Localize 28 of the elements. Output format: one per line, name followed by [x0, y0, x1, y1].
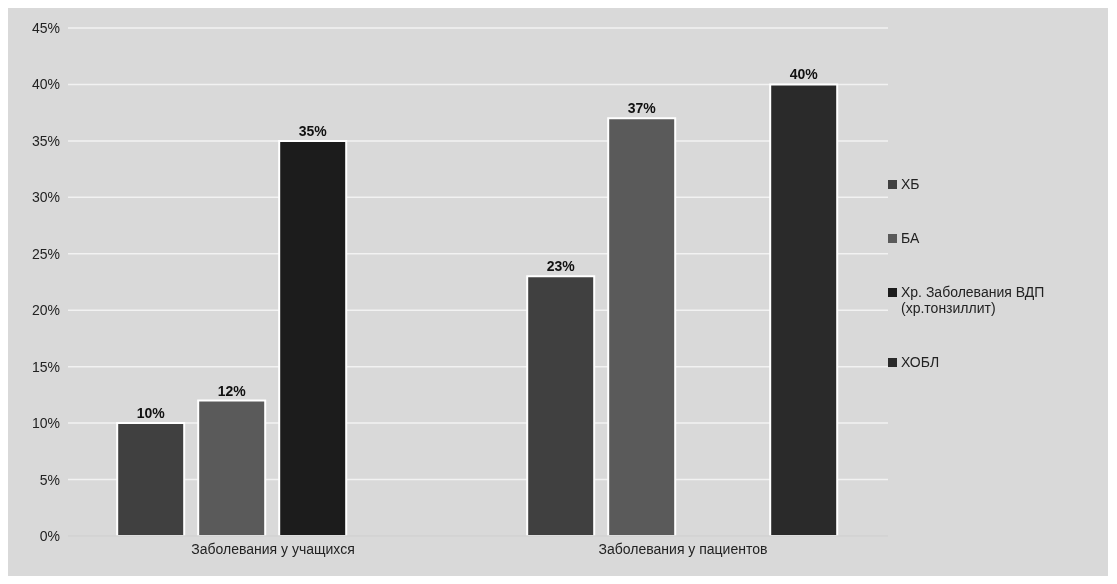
x-tick-label: Заболевания у учащихся	[191, 540, 355, 557]
data-label: 23%	[546, 258, 576, 275]
y-tick-label: 35%	[31, 132, 60, 149]
data-label: 37%	[627, 100, 657, 117]
bar	[278, 139, 348, 536]
data-label: 35%	[298, 122, 328, 139]
bar	[116, 422, 186, 536]
y-tick-label: 30%	[31, 189, 60, 206]
bar	[769, 83, 839, 536]
data-label: 40%	[789, 66, 819, 83]
y-tick-label: 0%	[39, 527, 60, 544]
x-tick-label: Заболевания у пациентов	[598, 540, 768, 557]
bar	[607, 117, 677, 536]
y-tick-label: 40%	[31, 76, 60, 93]
bar	[197, 399, 267, 536]
y-tick-label: 20%	[31, 302, 60, 319]
y-tick-label: 10%	[31, 415, 60, 432]
y-tick-label: 45%	[31, 19, 60, 36]
bar	[526, 275, 596, 536]
legend-label: ХОБЛ	[901, 354, 940, 370]
legend-label: БА	[901, 230, 920, 246]
legend-label: Хр. Заболевания ВДП (хр.тонзиллит)	[901, 284, 1046, 316]
y-tick-label: 5%	[39, 471, 60, 488]
legend-label: ХБ	[901, 176, 920, 192]
y-tick-label: 25%	[31, 245, 60, 262]
y-tick-label: 15%	[31, 358, 60, 375]
data-label: 12%	[217, 382, 247, 399]
data-label: 10%	[136, 405, 166, 422]
